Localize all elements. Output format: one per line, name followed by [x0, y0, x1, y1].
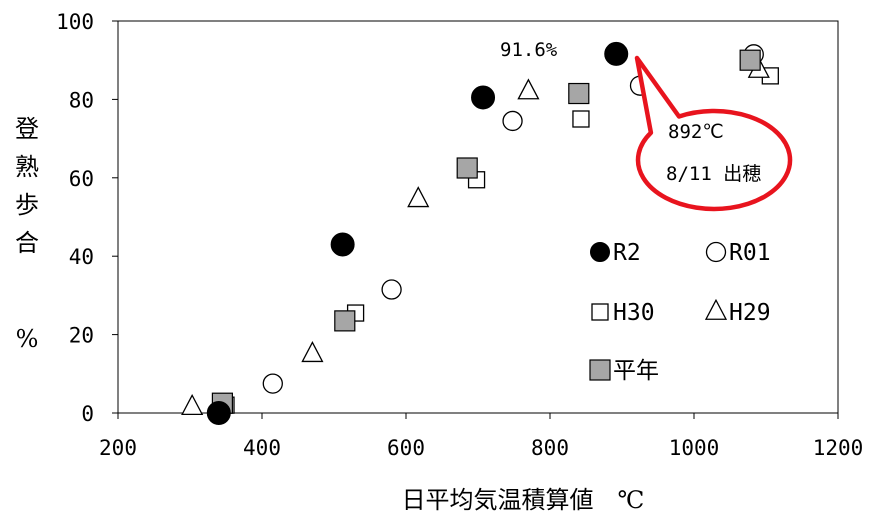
callout-line-2: 8/11 出穂	[666, 163, 761, 185]
chart-callout: 91.6% 892℃ 8/11 出穂	[500, 39, 793, 212]
series-filled-circle	[206, 41, 629, 425]
legend-marker	[591, 303, 609, 321]
x-tick-label: 1000	[669, 436, 720, 460]
data-point	[334, 310, 356, 332]
y-tick-label: 40	[69, 245, 94, 269]
legend-marker	[704, 298, 728, 320]
legend-label: R01	[729, 240, 771, 266]
y-tick-label: 100	[56, 10, 94, 34]
legend-item: R2	[590, 240, 641, 266]
legend-label: R2	[613, 240, 641, 266]
data-point	[456, 157, 478, 179]
y-tick-label: 80	[69, 88, 94, 112]
plot-frame	[117, 20, 839, 414]
x-tick-label: 1200	[813, 436, 864, 460]
data-point	[381, 279, 402, 300]
chart-marks	[181, 41, 779, 425]
data-point	[262, 373, 283, 394]
legend-marker	[590, 242, 610, 262]
y-tick-label: 0	[81, 402, 94, 426]
data-point	[572, 110, 590, 128]
data-point	[568, 82, 590, 105]
series-open-circle	[262, 44, 764, 394]
callout-bubble	[634, 55, 793, 212]
x-axis-title: 日平均気温積算値 ℃	[402, 486, 645, 514]
data-point	[471, 85, 496, 110]
x-tick-label: 800	[531, 436, 569, 460]
data-point	[206, 401, 231, 425]
legend-label: H29	[729, 300, 771, 326]
legend-marker	[589, 359, 611, 381]
y-tick-label: 60	[69, 167, 94, 191]
data-point	[407, 186, 430, 208]
data-point	[739, 49, 761, 71]
y-tick-label: 20	[69, 324, 94, 348]
data-point	[181, 393, 204, 415]
legend-item: H29	[704, 298, 771, 326]
data-point	[502, 110, 523, 132]
chart-axes: 200 400 600 800 1000 1200 0 20 40 60 80 100 日平均気温積算値…	[15, 10, 863, 514]
x-tick-label: 600	[387, 436, 425, 460]
data-point	[517, 78, 540, 100]
y-axis-title-char: %	[16, 325, 39, 353]
callout-line-1: 892℃	[668, 121, 724, 143]
series-open-triangle	[181, 56, 770, 415]
x-tick-label: 400	[243, 436, 281, 460]
peak-value-label: 91.6%	[500, 39, 558, 61]
y-axis-title-char: 熟	[15, 153, 39, 181]
chart-legend: R2 R01 H30 H29 平年	[589, 240, 771, 384]
legend-marker	[705, 241, 727, 263]
y-axis-title-char: 合	[15, 229, 39, 257]
y-axis-title-char: 歩	[15, 191, 39, 219]
data-point	[604, 41, 629, 66]
legend-item: H30	[591, 300, 655, 326]
x-tick-label: 200	[99, 436, 137, 460]
data-point	[301, 341, 324, 363]
legend-item: 平年	[589, 358, 659, 384]
data-point	[330, 232, 355, 257]
y-axis-title-char: 登	[15, 115, 39, 143]
legend-label: H30	[613, 300, 655, 326]
legend-label: 平年	[613, 358, 659, 384]
legend-item: R01	[705, 240, 771, 266]
